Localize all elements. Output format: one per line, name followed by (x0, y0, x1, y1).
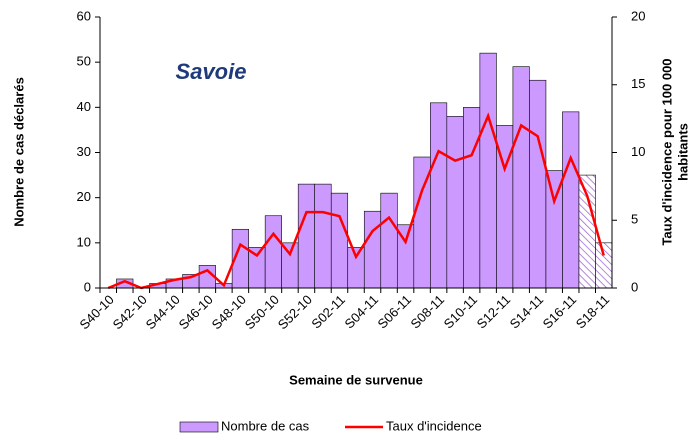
x-tick-label: S44-10 (143, 292, 183, 332)
bar (347, 247, 365, 289)
bar (330, 192, 349, 289)
x-tick-label: S52-10 (275, 292, 315, 332)
x-tick-label: S12-11 (474, 292, 514, 332)
y-axis-label: Nombre de cas déclarés (11, 77, 26, 227)
y-tick-label: 30 (77, 144, 91, 159)
y2-tick-label: 20 (631, 8, 645, 23)
y2-tick-label: 5 (631, 212, 638, 227)
bar (512, 66, 530, 289)
x-tick-label: S48-10 (209, 292, 249, 332)
legend-swatch (179, 421, 219, 433)
x-tick-label: S04-11 (341, 292, 381, 332)
bar (463, 107, 481, 289)
chart-title: Savoie (176, 59, 247, 84)
x-tick-label: S40-10 (77, 292, 117, 332)
y-tick-label: 0 (84, 279, 91, 294)
x-tick-label: S50-10 (242, 292, 282, 332)
bar (578, 174, 596, 289)
x-tick-label: S46-10 (176, 292, 216, 332)
bar (562, 111, 580, 289)
bar (430, 102, 448, 289)
bar (363, 210, 382, 289)
y-tick-label: 50 (77, 54, 91, 69)
y-tick-label: 40 (77, 99, 91, 114)
x-tick-label: S42-10 (110, 292, 150, 332)
y-tick-label: 20 (77, 189, 91, 204)
y2-axis-label: Taux d'incidence pour 100 000 (659, 58, 674, 245)
bar (479, 52, 497, 289)
x-tick-label: S10-11 (441, 292, 481, 332)
bar (297, 183, 316, 289)
legend-label: Nombre de cas (221, 418, 310, 433)
legend-label: Taux d'incidence (386, 418, 482, 433)
y2-tick-label: 10 (631, 144, 645, 159)
line (107, 112, 605, 290)
x-axis-label: Semaine de survenue (289, 372, 423, 387)
x-tick-label: S18-11 (573, 292, 613, 332)
y2-tick-label: 0 (631, 279, 638, 294)
y-tick-label: 60 (77, 8, 91, 23)
bar (314, 183, 332, 289)
y-tick-label: 10 (77, 234, 91, 249)
bar (529, 79, 547, 289)
x-tick-label: S06-11 (375, 292, 415, 332)
bar (281, 242, 299, 289)
bar (595, 242, 613, 289)
y2-axis-label: habitants (675, 123, 690, 181)
x-tick-label: S16-11 (540, 292, 580, 332)
y2-tick-label: 15 (631, 76, 645, 91)
bar (264, 215, 282, 289)
x-tick-label: S02-11 (308, 292, 348, 332)
bar (380, 192, 398, 289)
bar (446, 116, 464, 289)
x-tick-label: S08-11 (408, 292, 448, 332)
x-tick-label: S14-11 (507, 292, 547, 332)
